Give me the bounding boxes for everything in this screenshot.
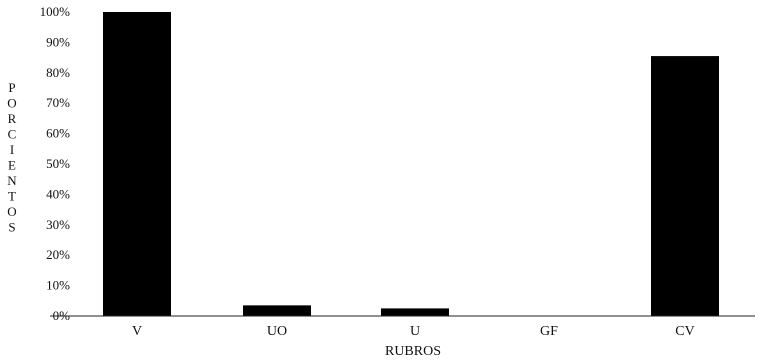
y-axis-title-letter: O	[7, 96, 16, 111]
y-tick-label: 80%	[46, 65, 70, 80]
y-tick-label: 30%	[46, 217, 70, 232]
x-tick-label: CV	[675, 324, 694, 339]
bar-u	[381, 308, 449, 316]
y-axis-title-letter: I	[10, 142, 14, 157]
bars	[103, 12, 719, 317]
x-tick-label: U	[410, 324, 420, 339]
y-tick-label: 50%	[46, 156, 70, 171]
bar-uo	[243, 305, 311, 316]
bar-v	[103, 12, 171, 316]
y-tick-label: 10%	[46, 278, 70, 293]
y-axis-title-letter: S	[8, 220, 15, 235]
bar-cv	[651, 56, 719, 317]
y-axis-title-letter: T	[8, 189, 16, 204]
y-tick-label: 20%	[46, 247, 70, 262]
y-tick-label: 70%	[46, 95, 70, 110]
y-axis-ticks: 0%10%20%30%40%50%60%70%80%90%100%	[40, 4, 71, 323]
y-axis-title-letter: N	[7, 173, 17, 188]
y-axis-title-letter: R	[8, 111, 17, 126]
y-tick-label: 40%	[46, 186, 70, 201]
x-tick-label: GF	[540, 324, 558, 339]
x-tick-label: V	[132, 324, 142, 339]
x-axis-labels: V UO U GF CV	[132, 324, 695, 339]
y-tick-label: 60%	[46, 126, 70, 141]
y-tick-label: 100%	[40, 4, 71, 19]
y-axis-title-letter: P	[8, 80, 15, 95]
x-tick-label: UO	[267, 324, 287, 339]
y-tick-label: 90%	[46, 34, 70, 49]
x-axis-title: RUBROS	[385, 344, 441, 359]
y-axis-title-letter: C	[8, 127, 17, 142]
y-axis-title-letter: E	[8, 158, 16, 173]
y-axis-title-letter: O	[7, 204, 16, 219]
